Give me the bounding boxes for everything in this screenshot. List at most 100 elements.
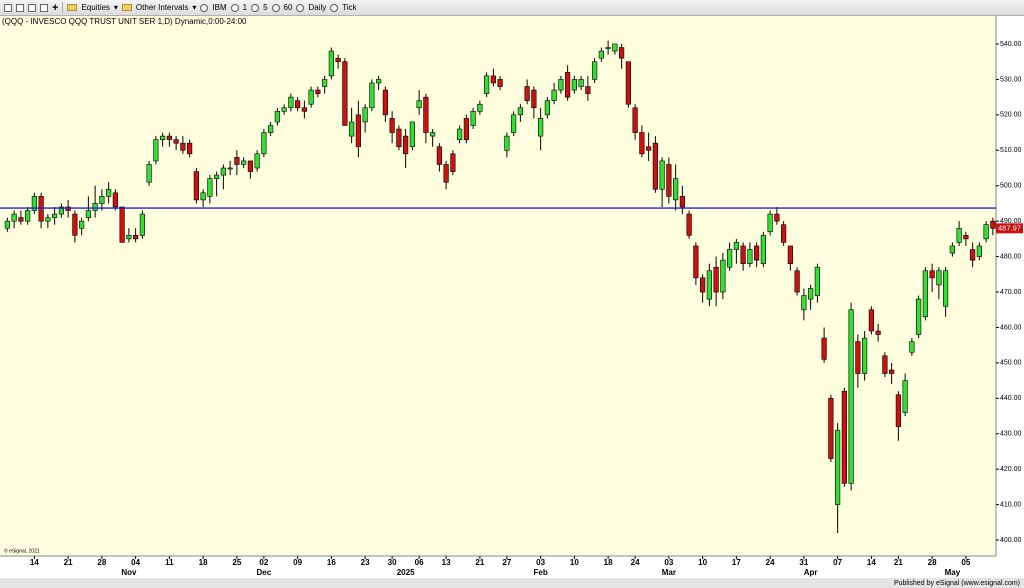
chart: (QQQ - INVESCO QQQ TRUST UNIT SER 1,D) D… xyxy=(0,16,1024,588)
candle-body xyxy=(551,89,557,101)
candle-body xyxy=(497,79,503,87)
candle-body xyxy=(909,341,915,353)
candle-body xyxy=(754,245,760,261)
candle-body xyxy=(79,220,85,229)
icon[interactable] xyxy=(28,3,36,12)
y-tick-label: 530.00 xyxy=(1000,76,1022,83)
month-label: Apr xyxy=(804,568,818,577)
footer-bar xyxy=(0,578,1024,588)
icon[interactable] xyxy=(4,3,12,12)
candle-body xyxy=(119,206,125,243)
x-tick-label: 03 xyxy=(664,558,673,567)
month-label: 2025 xyxy=(397,568,415,577)
candle-body xyxy=(484,75,490,94)
x-tick-label: 13 xyxy=(442,558,451,567)
candle-body xyxy=(153,139,159,162)
x-tick-label: 24 xyxy=(631,558,640,567)
last-price-box xyxy=(996,223,1023,234)
menu[interactable]: Other Intervals xyxy=(135,3,189,12)
candle-body xyxy=(261,132,267,155)
candle-body xyxy=(538,118,544,137)
candle-body xyxy=(463,118,469,140)
candle-body xyxy=(720,259,726,293)
interval-button[interactable]: Daily xyxy=(308,3,327,12)
icon[interactable] xyxy=(40,3,48,12)
candle-body xyxy=(403,135,409,155)
month-label: May xyxy=(945,568,961,577)
candle-body xyxy=(565,72,571,98)
symbol-button[interactable]: IBM xyxy=(212,3,227,12)
candle-body xyxy=(389,118,395,133)
candle-body xyxy=(895,394,901,427)
candle-body xyxy=(295,100,301,109)
x-tick-label: 28 xyxy=(928,558,937,567)
candle-body xyxy=(625,61,631,105)
plot-area xyxy=(0,16,996,556)
candle-body xyxy=(949,245,955,254)
candle-body xyxy=(517,107,523,116)
x-tick-label: 24 xyxy=(766,558,775,567)
candle-body xyxy=(38,196,44,222)
candle-body xyxy=(31,196,37,211)
y-tick-label: 470.00 xyxy=(1000,289,1022,296)
candle-body xyxy=(544,100,550,116)
candle-body xyxy=(180,142,186,151)
candle-body xyxy=(511,114,517,133)
interval-button[interactable]: 1 xyxy=(242,3,248,12)
interval-button[interactable]: 60 xyxy=(283,3,293,12)
candle-body xyxy=(855,341,861,374)
candle-body xyxy=(693,245,699,279)
interval-button[interactable]: Tick xyxy=(342,3,357,12)
candle-body xyxy=(443,164,449,183)
candle-body xyxy=(200,192,206,201)
candle-body xyxy=(409,121,415,148)
icon[interactable] xyxy=(16,3,24,12)
candle-body xyxy=(214,174,220,179)
candle-body xyxy=(52,213,58,218)
candle-body xyxy=(288,96,294,109)
menu[interactable]: Equities xyxy=(81,3,110,12)
candle-body xyxy=(646,146,652,151)
candle-body xyxy=(133,235,139,240)
x-tick-label: 17 xyxy=(732,558,741,567)
add-button[interactable]: + xyxy=(52,1,59,14)
candle-body xyxy=(308,89,314,105)
candle-body xyxy=(612,43,618,52)
candle-body xyxy=(983,224,989,240)
x-tick-label: 07 xyxy=(833,558,842,567)
candle-body xyxy=(416,100,422,109)
candle-body xyxy=(841,390,847,484)
candle-body xyxy=(281,107,287,112)
candle-body xyxy=(166,135,172,140)
candle-body xyxy=(227,167,233,170)
y-tick-label: 440.00 xyxy=(1000,395,1022,402)
month-label: Dec xyxy=(257,568,272,577)
candle-body xyxy=(774,213,780,222)
x-tick-label: 25 xyxy=(232,558,241,567)
x-tick-label: 11 xyxy=(165,558,174,567)
candle-body xyxy=(592,61,598,80)
candle-body xyxy=(956,227,962,243)
x-tick-label: 31 xyxy=(799,558,808,567)
candle-body xyxy=(700,277,706,293)
candle-body xyxy=(760,235,766,264)
candle-body xyxy=(112,192,118,208)
candle-body xyxy=(801,295,807,311)
candle-body xyxy=(652,142,658,190)
x-tick-label: 10 xyxy=(698,558,707,567)
candle-body xyxy=(369,82,375,109)
candle-body xyxy=(382,89,388,116)
candle-body xyxy=(342,61,348,126)
y-tick-label: 490.00 xyxy=(1000,218,1022,225)
interval-button[interactable]: 5 xyxy=(263,3,268,12)
candle-body xyxy=(106,188,112,197)
candle-body xyxy=(193,171,199,201)
candle-body xyxy=(713,266,719,293)
y-tick-label: 410.00 xyxy=(1000,501,1022,508)
x-tick-label: 18 xyxy=(199,558,208,567)
x-tick-label: 21 xyxy=(64,558,73,567)
x-tick-label: 27 xyxy=(502,558,511,567)
candle-body xyxy=(241,160,247,165)
candle-body xyxy=(814,266,820,296)
